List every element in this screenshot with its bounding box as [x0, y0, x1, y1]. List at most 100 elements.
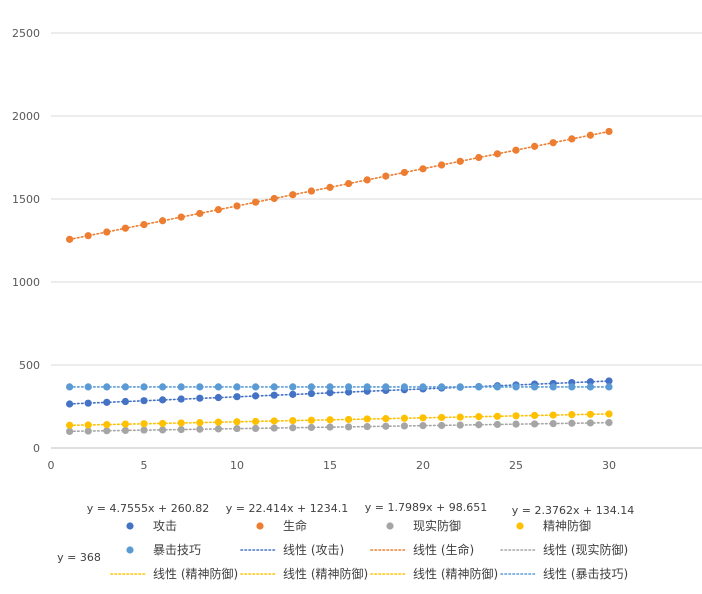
point-series-2	[419, 165, 427, 173]
y-axis-ticks: 0 500 1000 1500 2000 2500	[12, 27, 40, 455]
point-series-4	[456, 413, 464, 421]
legend-label: 生命	[283, 518, 307, 533]
point-series-4	[103, 420, 111, 429]
point-series-2	[66, 235, 74, 243]
x-tick-label: 10	[230, 459, 244, 472]
point-series-2	[493, 150, 501, 158]
point-series-3	[252, 424, 260, 433]
point-series-5	[456, 383, 464, 391]
point-series-2	[289, 191, 297, 199]
trendline-equation: y = 2.3762x + 134.14	[512, 504, 634, 517]
trendline-equation: y = 368	[57, 551, 101, 564]
point-series-1	[586, 378, 595, 386]
point-series-5	[419, 383, 427, 391]
point-series-4	[84, 421, 92, 429]
point-series-5	[531, 383, 539, 391]
point-series-5	[568, 383, 576, 391]
x-axis-ticks: 0 5 10 15 20 25 30	[48, 459, 617, 472]
legend-label: 暴击技巧	[153, 543, 201, 557]
point-series-5	[475, 383, 483, 391]
point-series-5	[549, 383, 557, 391]
point-series-4	[252, 417, 260, 426]
legend-marker	[126, 522, 134, 530]
x-tick-label: 15	[323, 459, 337, 472]
point-series-1	[177, 395, 185, 403]
point-series-3	[382, 422, 390, 430]
x-tick-label: 0	[48, 459, 55, 472]
point-series-1	[196, 394, 204, 402]
point-series-2	[382, 172, 390, 180]
point-series-2	[270, 194, 278, 203]
x-tick-label: 20	[416, 459, 430, 472]
legend-label: 线性 (精神防御)	[283, 566, 368, 581]
point-series-1	[252, 392, 260, 400]
legend-label: 精神防御	[543, 518, 591, 533]
legend-label: 攻击	[153, 519, 177, 533]
point-series-3	[586, 419, 595, 427]
point-series-5	[103, 383, 111, 391]
point-series-1	[326, 389, 334, 397]
point-series-2	[233, 202, 241, 210]
point-series-5	[233, 383, 241, 391]
point-series-1	[307, 389, 315, 398]
point-series-5	[345, 383, 353, 391]
point-series-2	[475, 153, 483, 162]
point-series-3	[549, 419, 557, 428]
point-series-5	[177, 383, 185, 391]
gridlines	[51, 32, 702, 366]
point-series-4	[475, 413, 483, 421]
point-series-5	[270, 383, 278, 391]
point-series-3	[326, 423, 334, 431]
point-series-2	[84, 232, 92, 240]
point-series-5	[196, 383, 204, 391]
trendline-2	[68, 130, 610, 241]
point-series-5	[214, 383, 222, 391]
point-series-3	[214, 425, 222, 433]
point-series-4	[531, 411, 539, 420]
point-series-2	[159, 217, 167, 225]
point-series-4	[605, 410, 613, 418]
legend-label: 线性 (现实防御)	[543, 542, 628, 557]
point-series-3	[345, 423, 353, 431]
point-series-4	[196, 419, 204, 427]
point-series-4	[512, 412, 520, 420]
point-series-2	[512, 146, 520, 154]
point-series-3	[159, 426, 167, 434]
point-series-2	[307, 187, 315, 195]
point-series-3	[289, 424, 297, 432]
point-series-5	[84, 383, 92, 391]
trendlines	[68, 130, 610, 433]
point-series-5	[438, 383, 446, 391]
point-series-3	[121, 426, 129, 435]
legend-marker	[386, 522, 394, 530]
point-series-1	[66, 400, 74, 408]
point-series-5	[159, 383, 167, 391]
point-series-4	[382, 415, 390, 423]
point-series-3	[363, 422, 371, 431]
point-series-5	[586, 383, 595, 391]
point-series-3	[233, 424, 241, 433]
point-series-4	[140, 420, 148, 428]
point-series-1	[214, 393, 222, 402]
point-series-2	[214, 206, 222, 214]
point-series-5	[326, 383, 334, 391]
point-series-5	[400, 383, 408, 391]
point-series-2	[121, 224, 129, 232]
point-series-1	[140, 397, 148, 405]
point-series-2	[531, 142, 539, 150]
y-tick-label: 2500	[12, 27, 40, 40]
point-series-5	[307, 383, 315, 391]
point-series-2	[549, 139, 557, 147]
point-series-5	[382, 383, 390, 391]
point-series-2	[196, 209, 204, 218]
point-series-2	[438, 161, 446, 169]
x-tick-label: 25	[509, 459, 523, 472]
point-series-1	[159, 396, 167, 404]
legend-label: 线性 (精神防御)	[413, 566, 498, 581]
trendline-equation: y = 4.7555x + 260.82	[87, 502, 209, 515]
y-tick-label: 1000	[12, 276, 40, 289]
point-series-4	[233, 418, 241, 426]
trendline-equations: y = 4.7555x + 260.82 y = 22.414x + 1234.1…	[57, 501, 634, 564]
